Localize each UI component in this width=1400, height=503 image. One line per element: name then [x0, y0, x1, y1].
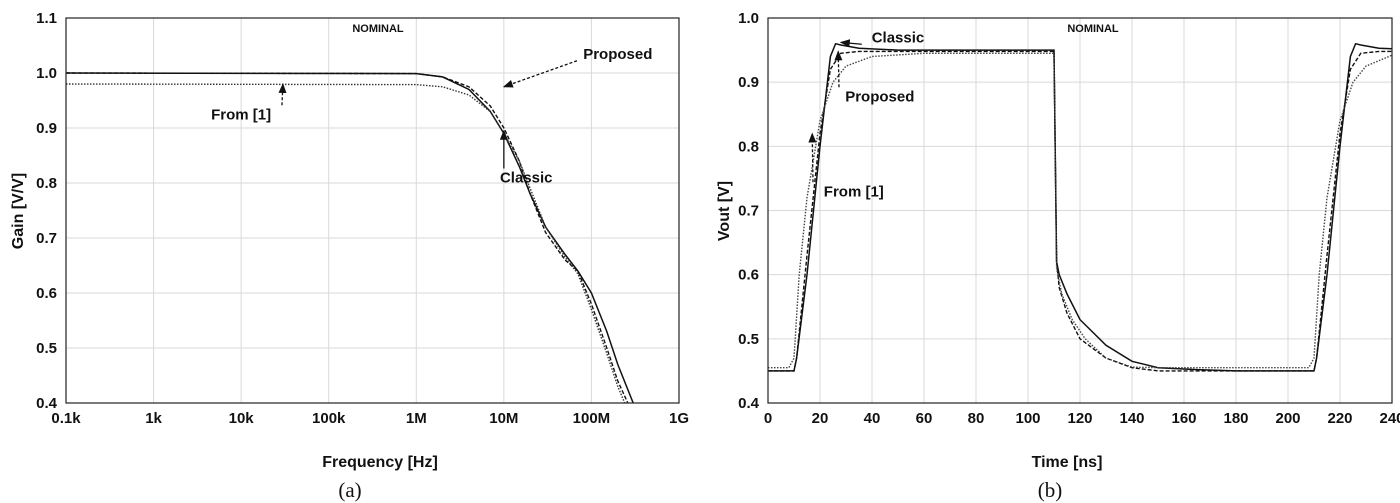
gain-x-tick-label: 1M — [406, 410, 427, 427]
vout-y-tick-label: 0.6 — [738, 267, 759, 284]
gain-x-tick-label: 1G — [669, 410, 689, 427]
gain-series-from-1 — [66, 83, 626, 403]
vout-x-tick-label: 200 — [1275, 410, 1300, 427]
vout-annotation-classic: Classic — [872, 29, 925, 46]
gain-series-proposed — [66, 72, 629, 403]
gain-annotation-proposed: Proposed — [583, 46, 652, 63]
gain-y-tick-label: 0.5 — [36, 340, 57, 357]
gain-chart-y-axis-label: Gain [V/V] — [10, 173, 27, 249]
gain-annotation-classic: Classic — [500, 170, 553, 187]
gain-y-tick-label: 0.8 — [36, 175, 57, 192]
vout-x-tick-label: 240 — [1379, 410, 1400, 427]
panel-a-label: (a) — [338, 478, 361, 502]
gain-annotation-arrow — [502, 60, 578, 88]
vout-annotation-from-1: From [1] — [824, 183, 884, 200]
vout-x-tick-label: 20 — [812, 410, 829, 427]
gain-y-tick-label: 0.7 — [36, 230, 57, 247]
gain-x-tick-label: 10k — [229, 410, 255, 427]
vout-annotation-arrow — [839, 39, 862, 48]
vout-x-tick-label: 60 — [916, 410, 933, 427]
vout-plot-area: 0 20 40 60 80 100 120 140 160 180 200 220 240 0.4 0.5 0… — [738, 10, 1400, 427]
vout-y-tick-label: 0.4 — [738, 395, 760, 412]
gain-x-tick-label: 1k — [145, 410, 162, 427]
vout-annotation-proposed: Proposed — [845, 88, 914, 105]
vout-annotation-arrow — [834, 50, 843, 88]
vout-x-tick-label: 220 — [1327, 410, 1352, 427]
vout-chart-x-axis-label: Time [ns] — [1032, 454, 1103, 471]
vout-x-tick-label: 160 — [1171, 410, 1196, 427]
vout-chart-panel: 0 20 40 60 80 100 120 140 160 180 200 220 240 0.4 0.5 0… — [716, 10, 1400, 502]
gain-x-tick-label: 0.1k — [51, 410, 81, 427]
gain-annotation-from-1: From [1] — [211, 106, 271, 123]
vout-y-tick-label: 1.0 — [738, 10, 759, 27]
vout-x-tick-label: 100 — [1015, 410, 1040, 427]
vout-chart-y-axis-label: Vout [V] — [716, 181, 733, 241]
gain-x-tick-label: 10M — [489, 410, 518, 427]
vout-x-tick-label: 120 — [1067, 410, 1092, 427]
vout-plot-frame — [767, 17, 1393, 404]
gain-y-tick-label: 1.1 — [36, 10, 57, 27]
vout-x-tick-label: 180 — [1223, 410, 1248, 427]
vout-series-proposed — [768, 50, 1392, 372]
gain-chart-note: NOMINAL — [352, 23, 404, 35]
gain-y-tick-label: 0.9 — [36, 120, 57, 137]
gain-plot-area: 0.1k 1k 10k 100k 1M 10M 100M 1G 0.4 0.5 0.6 0.7 0.8 0… — [36, 10, 689, 427]
vout-x-tick-label: 140 — [1119, 410, 1144, 427]
gain-y-tick-label: 0.6 — [36, 285, 57, 302]
vout-y-tick-label: 0.9 — [738, 74, 759, 91]
vout-x-tick-label: 40 — [864, 410, 881, 427]
gain-chart-panel: 0.1k 1k 10k 100k 1M 10M 100M 1G 0.4 0.5 0.6 0.7 0.8 0… — [10, 10, 689, 502]
vout-series-from-1 — [768, 52, 1392, 369]
vout-x-tick-label: 80 — [968, 410, 985, 427]
vout-annotation-arrow — [808, 132, 817, 183]
gain-chart-x-axis-label: Frequency [Hz] — [322, 454, 438, 471]
vout-y-tick-label: 0.8 — [738, 138, 759, 155]
panel-b-label: (b) — [1038, 478, 1063, 502]
gain-x-tick-label: 100M — [573, 410, 611, 427]
gain-plot-frame — [65, 17, 680, 404]
vout-y-tick-label: 0.7 — [738, 203, 759, 220]
gain-y-tick-label: 0.4 — [36, 395, 58, 412]
vout-y-tick-label: 0.5 — [738, 331, 759, 348]
vout-x-tick-label: 0 — [764, 410, 772, 427]
vout-chart-note: NOMINAL — [1067, 23, 1119, 35]
gain-y-tick-label: 1.0 — [36, 65, 57, 82]
gain-annotation-arrow — [278, 83, 287, 106]
gain-x-tick-label: 100k — [312, 410, 346, 427]
